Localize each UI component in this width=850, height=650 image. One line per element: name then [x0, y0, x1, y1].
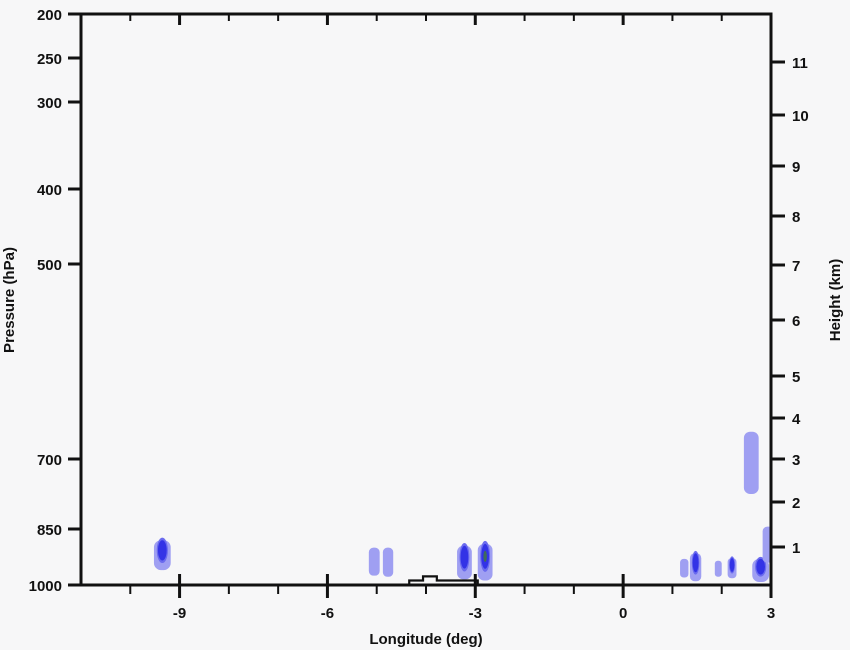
y-axis-title: Pressure (hPa) — [1, 247, 18, 353]
y2-tick-label: 8 — [792, 209, 800, 226]
y2-tick-label: 7 — [792, 258, 800, 275]
y2-axis-title: Height (km) — [827, 259, 844, 342]
blob-core-contour — [157, 540, 167, 561]
y2-tick-label: 10 — [792, 108, 809, 125]
data-blob — [743, 431, 759, 494]
y2-tick-label: 9 — [792, 159, 800, 176]
data-blob — [457, 542, 472, 580]
blob-peak-contour — [483, 550, 487, 562]
y2-tick-label: 1 — [792, 540, 800, 557]
data-blob — [727, 556, 737, 579]
y-tick-label: 200 — [37, 7, 62, 24]
terrain-profile-line — [81, 575, 771, 585]
y2-tick-label: 2 — [792, 495, 800, 512]
blob-outer-contour — [762, 526, 771, 563]
y-tick-label: 300 — [37, 95, 62, 112]
x-tick-label: 3 — [767, 605, 775, 622]
blob-core-contour — [692, 553, 699, 573]
y-axis-ticks: 200 250 300 400 500 700 850 1000 — [29, 7, 81, 595]
x-tick-label: -9 — [173, 605, 186, 622]
y2-tick-label: 3 — [792, 452, 800, 469]
y2-tick-label: 11 — [792, 55, 808, 72]
y-tick-label: 850 — [37, 522, 62, 539]
y2-axis-ticks: 1 2 3 4 5 6 7 8 9 10 11 — [771, 55, 809, 557]
data-blob — [382, 547, 394, 577]
x-axis-title: Longitude (deg) — [369, 631, 482, 648]
data-blob — [752, 556, 770, 583]
data-blob — [714, 560, 722, 577]
x-tick-label: 0 — [619, 605, 627, 622]
blob-outer-contour — [714, 560, 722, 577]
blob-outer-contour — [680, 558, 689, 578]
blob-outer-contour — [382, 547, 394, 577]
data-blob — [477, 540, 493, 581]
blob-core-contour — [460, 545, 469, 569]
x-tick-label: -3 — [469, 605, 482, 622]
x-axis-ticks: -9 -6 -3 0 3 — [129, 14, 775, 622]
y-tick-label: 250 — [37, 51, 62, 68]
blob-outer-contour — [743, 431, 759, 494]
y-tick-label: 1000 — [29, 578, 62, 595]
y-tick-label: 700 — [37, 452, 62, 469]
x-tick-label: -6 — [321, 605, 334, 622]
data-blob — [680, 558, 689, 578]
data-blobs-layer — [153, 431, 771, 583]
y2-tick-label: 4 — [792, 411, 801, 428]
y-tick-label: 500 — [37, 257, 62, 274]
data-blob — [689, 550, 702, 582]
blob-core-contour — [729, 558, 735, 572]
data-blob — [368, 547, 380, 576]
y-tick-label: 400 — [37, 182, 62, 199]
blob-outer-contour — [368, 547, 380, 576]
data-blob — [153, 537, 171, 571]
data-blob — [762, 526, 771, 563]
blob-core-contour — [756, 558, 766, 575]
y2-tick-label: 5 — [792, 369, 800, 386]
y2-tick-label: 6 — [792, 313, 800, 330]
